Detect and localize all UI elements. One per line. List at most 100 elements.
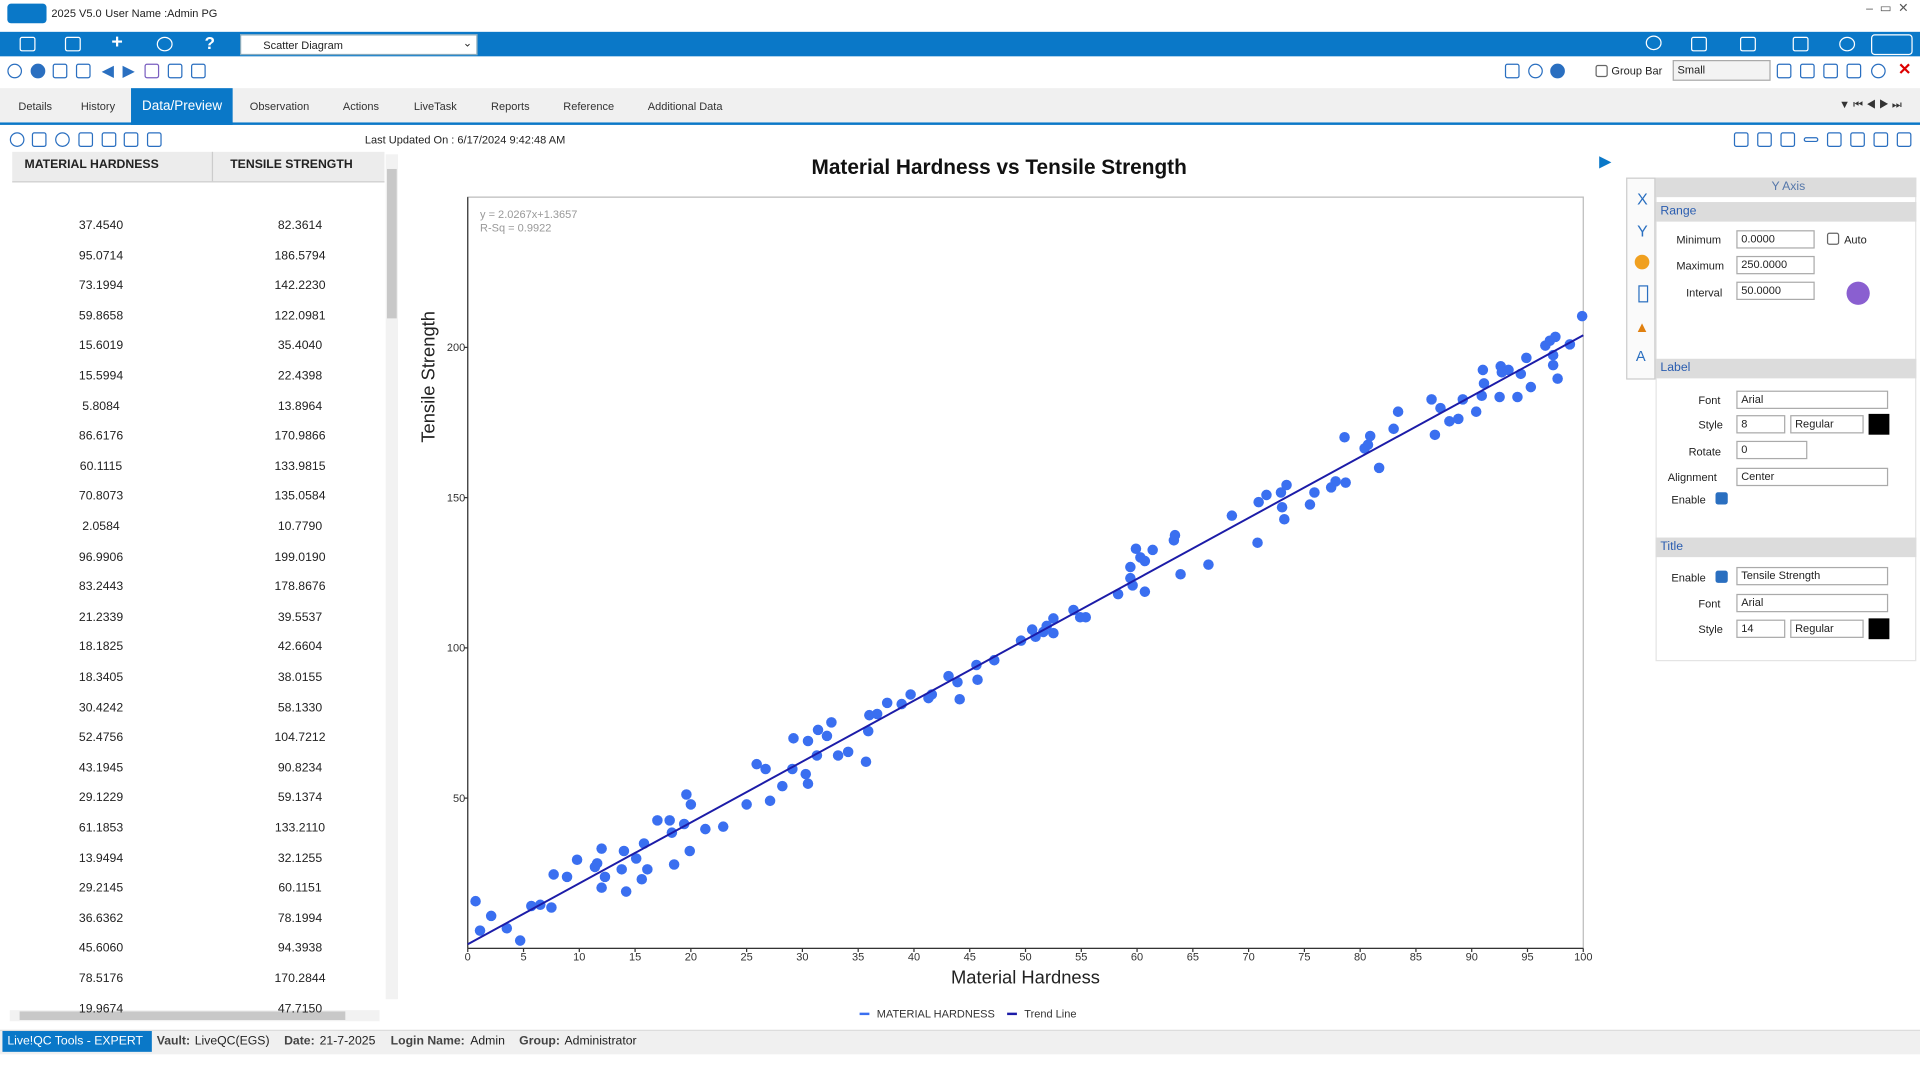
table-cell: 60.1115 [79, 460, 123, 474]
refresh-icon[interactable] [9, 132, 25, 147]
auto-checkbox[interactable] [1826, 232, 1840, 245]
vertical-scrollbar[interactable] [385, 154, 398, 1000]
label-tab[interactable]: A [1635, 347, 1646, 365]
tab[interactable]: Data/Preview [131, 88, 234, 125]
apply-button[interactable] [1846, 281, 1870, 305]
data-point [1175, 568, 1186, 580]
chart-tool-icon[interactable] [1803, 137, 1819, 143]
style-tab[interactable]: ▲ [1634, 318, 1650, 336]
data-point [1276, 501, 1288, 513]
delete-icon[interactable] [75, 63, 91, 79]
add-icon[interactable] [30, 63, 46, 79]
alignment-select[interactable]: Center [1736, 467, 1889, 487]
grid-icon[interactable] [78, 132, 94, 147]
copy-icon[interactable] [52, 63, 68, 79]
add-icon[interactable]: + [111, 31, 123, 53]
chart-tool-icon[interactable] [1873, 132, 1889, 147]
tab[interactable]: Details [18, 100, 53, 113]
section-header[interactable]: Range [1655, 202, 1917, 222]
grid-icon[interactable] [146, 132, 162, 147]
color-tab[interactable] [1634, 254, 1650, 270]
side-tab[interactable]: Y [1637, 221, 1648, 241]
tab[interactable]: Observation [249, 100, 310, 113]
tool-icon[interactable] [1691, 36, 1707, 52]
enable-checkbox[interactable] [1715, 570, 1728, 583]
scroll-thumb[interactable] [19, 1011, 346, 1021]
home-icon[interactable] [64, 36, 81, 52]
view-icon[interactable] [1776, 63, 1792, 79]
color-swatch[interactable] [1868, 413, 1890, 435]
title-input[interactable]: Tensile Strength [1736, 566, 1889, 586]
chart-tool-icon[interactable] [1850, 132, 1865, 147]
check-icon[interactable] [167, 63, 183, 79]
size-select[interactable]: Small [1672, 60, 1771, 81]
prev-icon[interactable]: ◀ [101, 61, 114, 80]
weight-select[interactable]: Regular [1790, 415, 1864, 434]
tab[interactable]: Reference [563, 100, 615, 113]
view-select[interactable]: Scatter Diagram ⌄ [240, 34, 478, 56]
grid-icon[interactable] [101, 132, 117, 147]
font-select[interactable]: Arial [1736, 593, 1889, 613]
table-icon[interactable] [191, 63, 206, 79]
table-cell: 59.8658 [78, 309, 124, 324]
column-header[interactable]: MATERIAL HARDNESS [24, 157, 159, 172]
interval-input[interactable]: 50.0000 [1736, 281, 1815, 301]
font-select[interactable]: Arial [1736, 390, 1889, 409]
chart-tool-icon[interactable] [1896, 132, 1912, 147]
layout-icon[interactable] [1504, 63, 1520, 79]
tool-icon[interactable] [1645, 35, 1662, 51]
side-tab[interactable]: X [1637, 189, 1648, 209]
tab-nav[interactable]: ▼ ⏮ ◀ ▶ ⏭ [1839, 97, 1902, 111]
data-point [534, 899, 546, 911]
help-icon[interactable]: ? [204, 33, 215, 53]
window-user: User Name :Admin PG [105, 7, 218, 20]
expand-arrow[interactable]: ▶ [1599, 151, 1612, 171]
enable-checkbox[interactable] [1715, 492, 1728, 505]
border-tab[interactable] [1638, 285, 1649, 303]
next-icon[interactable]: ▶ [122, 61, 135, 80]
section-header[interactable]: Title [1655, 537, 1917, 558]
tool-icon[interactable] [144, 63, 160, 79]
tab[interactable]: Additional Data [647, 100, 723, 113]
chart-tool-icon[interactable] [1733, 132, 1749, 147]
chart-tool-icon[interactable] [1780, 132, 1796, 147]
view-icon[interactable] [1800, 63, 1815, 79]
chart-tool-icon[interactable] [1757, 132, 1772, 147]
export-icon[interactable] [123, 132, 139, 147]
tab[interactable]: LiveTask [413, 100, 457, 113]
window-controls[interactable]: – ▭ ✕ [1866, 2, 1909, 16]
refresh-icon[interactable] [7, 63, 23, 79]
help-icon[interactable] [1550, 63, 1565, 79]
tool-icon[interactable] [1792, 36, 1809, 52]
group-bar-checkbox[interactable] [1595, 64, 1608, 78]
maximum-input[interactable]: 250.0000 [1736, 255, 1815, 275]
tool-icon[interactable] [1839, 36, 1856, 52]
grid-icon[interactable] [19, 36, 36, 52]
size-select[interactable]: 14 [1736, 619, 1786, 638]
minimum-input[interactable]: 0.0000 [1736, 230, 1815, 249]
search-icon[interactable] [156, 36, 173, 52]
scroll-thumb[interactable] [386, 168, 397, 319]
color-swatch[interactable] [1868, 618, 1890, 640]
close-icon[interactable]: ✕ [1897, 60, 1912, 79]
view-icon[interactable] [1823, 63, 1838, 79]
view-icon[interactable] [1871, 63, 1886, 79]
mail-icon[interactable] [1528, 63, 1543, 79]
size-select[interactable]: 8 [1736, 415, 1786, 434]
view-icon[interactable] [1846, 63, 1862, 79]
tool-icon[interactable] [31, 132, 47, 147]
data-point [1521, 352, 1532, 364]
tab[interactable]: History [80, 100, 116, 113]
weight-select[interactable]: Regular [1790, 619, 1864, 638]
chart-icon[interactable] [55, 132, 70, 147]
section-header[interactable]: Label [1655, 358, 1917, 379]
column-header[interactable]: TENSILE STRENGTH [230, 157, 353, 172]
rotate-input[interactable]: 0 [1736, 440, 1808, 460]
tab[interactable]: Reports [491, 100, 530, 113]
tab-bar [0, 88, 1920, 125]
tool-icon[interactable] [1740, 36, 1756, 52]
chart-tool-icon[interactable] [1826, 132, 1842, 147]
data-point [1203, 559, 1214, 570]
tab[interactable]: Actions [342, 100, 379, 113]
data-point [1026, 624, 1038, 635]
